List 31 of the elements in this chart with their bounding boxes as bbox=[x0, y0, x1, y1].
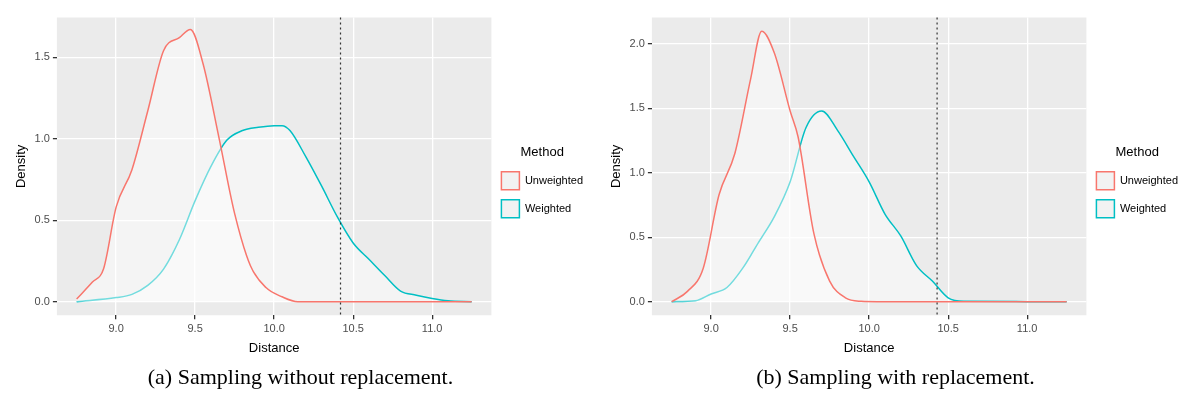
legend-label: Weighted bbox=[1119, 201, 1167, 214]
x-tick-label: 9.5 bbox=[187, 321, 203, 334]
x-tick-label: 9.0 bbox=[703, 321, 719, 334]
x-axis-title: Distance bbox=[248, 339, 300, 355]
y-axis-title: Density bbox=[13, 144, 29, 189]
x-tick-label: 10.5 bbox=[937, 321, 959, 334]
x-tick-label: 11.0 bbox=[421, 321, 443, 334]
y-axis-title: Density bbox=[608, 144, 624, 189]
x-tick-label: 9.0 bbox=[108, 321, 124, 334]
legend-title: Method bbox=[520, 144, 564, 160]
x-tick-label: 11.0 bbox=[1016, 321, 1038, 334]
text: (a) Sampling without replacement. bbox=[146, 364, 455, 390]
y-tick-label: 0.0 bbox=[34, 294, 50, 307]
x-tick-label: 10.0 bbox=[858, 321, 880, 334]
y-tick-label: 0.0 bbox=[629, 294, 645, 307]
legend-label: Unweighted bbox=[524, 173, 583, 186]
y-tick-label: 1.5 bbox=[629, 101, 645, 114]
x-tick-label: 10.5 bbox=[342, 321, 364, 334]
y-tick-label: 1.5 bbox=[34, 50, 50, 63]
legend-label: Weighted bbox=[524, 201, 572, 214]
x-tick-label: 9.5 bbox=[782, 321, 798, 334]
x-tick-label: 10.0 bbox=[263, 321, 285, 334]
y-tick-label: 1.0 bbox=[34, 131, 50, 144]
y-tick-label: 2.0 bbox=[629, 37, 645, 50]
x-axis-title: Distance bbox=[843, 339, 895, 355]
y-tick-label: 1.0 bbox=[629, 165, 645, 178]
legend-title: Method bbox=[1115, 144, 1159, 160]
y-tick-label: 0.5 bbox=[34, 213, 50, 226]
y-tick-label: 0.5 bbox=[629, 230, 645, 243]
text: (b) Sampling with replacement. bbox=[755, 364, 1036, 390]
legend-label: Unweighted bbox=[1119, 173, 1178, 186]
